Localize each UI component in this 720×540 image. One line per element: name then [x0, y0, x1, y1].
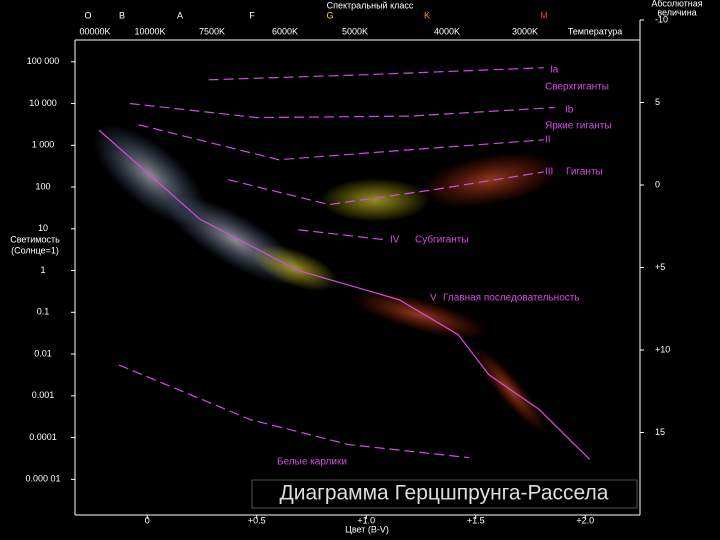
y2-tick-label: -10 — [655, 14, 668, 24]
spectral-class: A — [177, 10, 183, 20]
class-line — [138, 124, 544, 161]
title-box — [251, 479, 638, 509]
spectral-class: M — [540, 10, 548, 20]
temperature: 00000K — [79, 26, 110, 36]
annotation: Субгиганты — [415, 234, 469, 246]
spectral-class: G — [326, 10, 333, 20]
spectral-class: B — [119, 10, 125, 20]
class-line — [129, 102, 555, 119]
y2-tick-label: +5 — [655, 262, 665, 272]
y-tick-label: 10 000 — [29, 98, 57, 108]
annotation: Гиганты — [566, 167, 603, 178]
x-tick-label: +1.5 — [467, 515, 485, 525]
class-line — [98, 129, 591, 460]
y-tick-label: 100 000 — [27, 56, 60, 66]
temperature: 5000K — [342, 26, 368, 36]
temperature: 4000K — [434, 26, 460, 36]
class-line — [118, 364, 470, 459]
y-tick-label: 100 — [35, 181, 50, 191]
series-label: V — [430, 293, 437, 304]
class-line — [228, 171, 544, 206]
top-title: Спектральный класс — [327, 0, 414, 10]
y2-tick-label: +10 — [655, 344, 670, 354]
temperature: 3000K — [512, 26, 538, 36]
x-tick-label: +1.0 — [357, 515, 375, 525]
series-label: II — [545, 135, 551, 146]
y-tick-label: 1 000 — [32, 140, 55, 150]
spectral-class: F — [249, 10, 255, 20]
class-line — [208, 67, 544, 81]
y2-tick-label: 5 — [655, 97, 660, 107]
y-tick-label: 10 — [38, 223, 48, 233]
x-axis-label: Цвет (B-V) — [345, 524, 389, 534]
class-line — [298, 229, 384, 241]
y-axis-label: Светимость — [10, 234, 60, 244]
x-tick-label: +0.5 — [248, 515, 266, 525]
temperature: 6000K — [272, 26, 298, 36]
y-tick-label: 0.01 — [34, 348, 52, 358]
x-tick-label: 0 — [145, 515, 150, 525]
y2-tick-label: 15 — [655, 427, 665, 437]
temperature: 7500K — [199, 26, 225, 36]
series-label: III — [545, 167, 553, 178]
series-label: IV — [390, 235, 400, 246]
y-tick-label: 0.1 — [37, 307, 50, 317]
annotation: Главная последовательность — [443, 293, 580, 304]
y-tick-label: 0.001 — [32, 390, 55, 400]
series-label: Ib — [565, 105, 574, 116]
series-label: Ia — [550, 65, 559, 76]
spectral-class: K — [424, 10, 430, 20]
y-tick-label: 1 — [40, 265, 45, 275]
y2-tick-label: 0 — [655, 179, 660, 189]
temperature: 10000K — [134, 26, 165, 36]
x-tick-label: +2.0 — [576, 515, 594, 525]
series-label: Белые карлики — [277, 457, 347, 468]
chart-title: Диаграмма Герцшпрунга-Рассела — [280, 482, 609, 505]
y2-axis-label: величина — [657, 7, 696, 17]
y-tick-label: 0.000 01 — [25, 474, 60, 484]
spectral-class: O — [84, 10, 91, 20]
y-axis-label: (Солнце=1) — [11, 245, 59, 255]
y-tick-label: 0.0001 — [29, 432, 57, 442]
y2-axis-label: Абсолютная — [651, 0, 702, 8]
annotation: Яркие гиганты — [545, 121, 612, 132]
annotation: Сверхгиганты — [545, 82, 609, 93]
temperature-label: Температура — [568, 26, 623, 36]
